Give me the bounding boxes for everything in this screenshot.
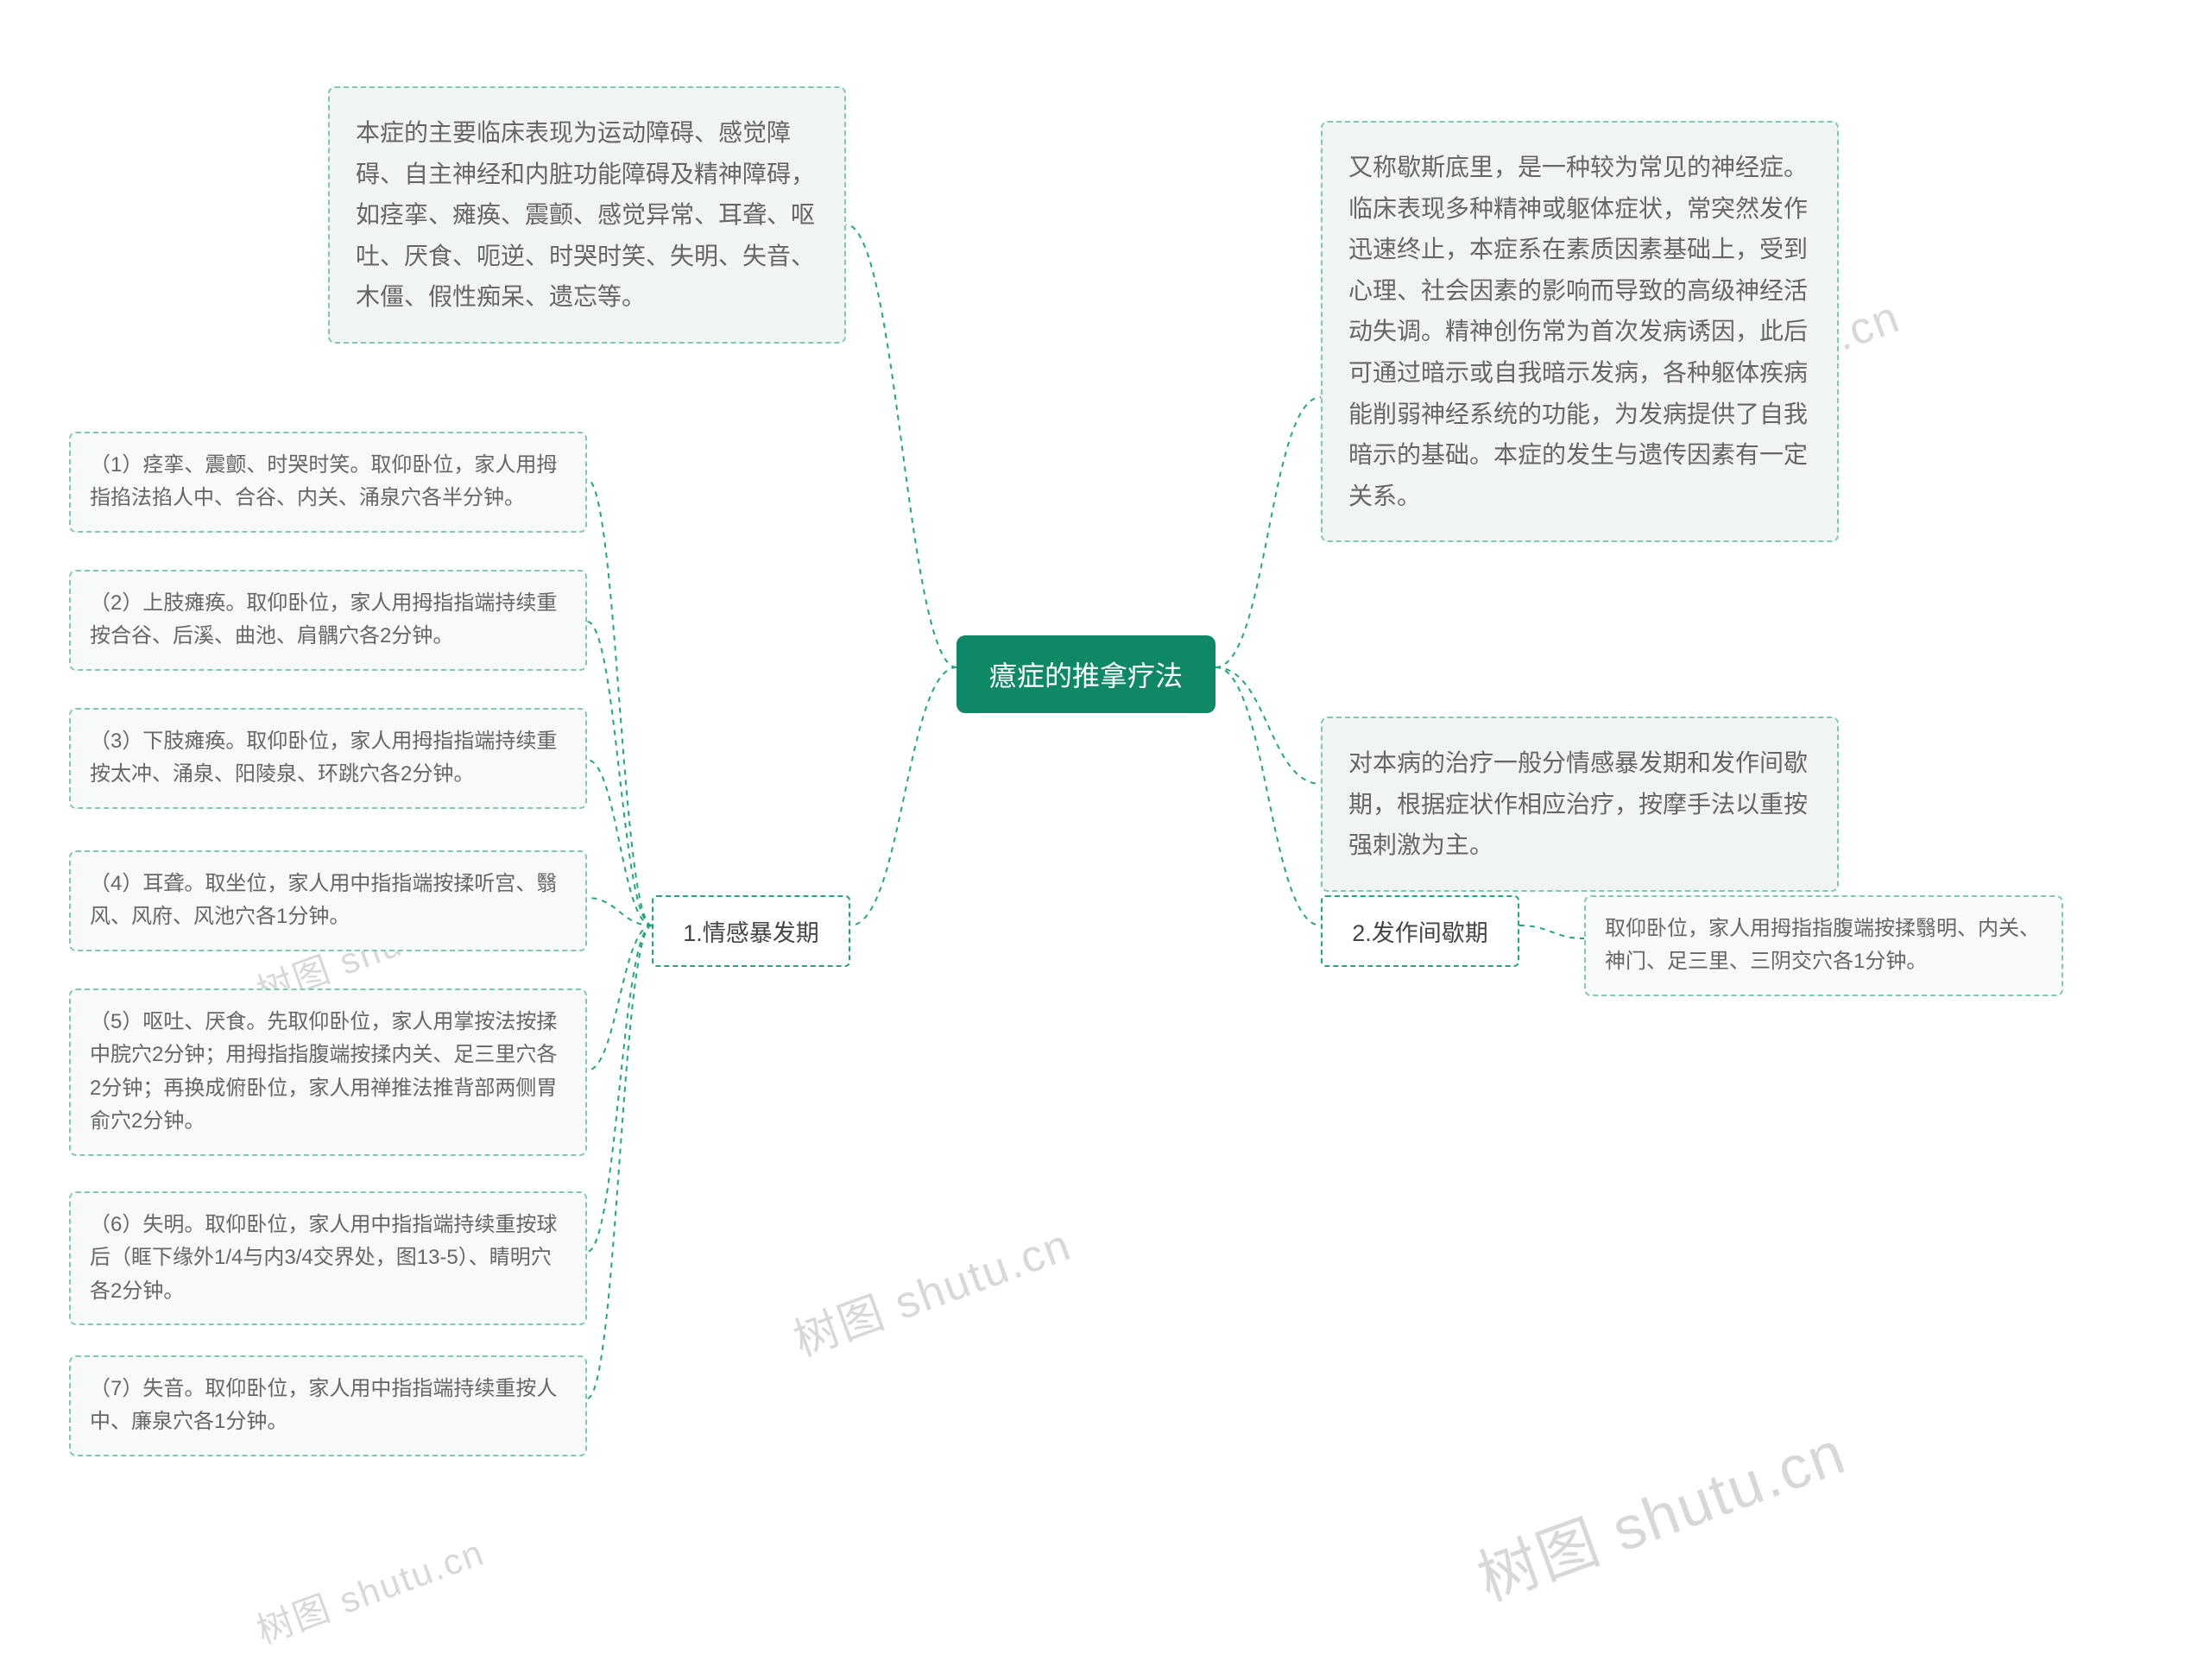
leaf-l4[interactable]: （4）耳聋。取坐位，家人用中指指端按揉听宫、翳风、风府、风池穴各1分钟。 bbox=[69, 850, 587, 951]
conn-b2-r1 bbox=[1519, 925, 1584, 938]
right-info1-text: 又称歇斯底里，是一种较为常见的神经症。临床表现多种精神或躯体症状，常突然发作迅速… bbox=[1348, 154, 1808, 509]
leaf-l1-text: （1）痉挛、震颤、时哭时笑。取仰卧位，家人用拇指掐法掐人中、合谷、内关、涌泉穴各… bbox=[90, 453, 557, 509]
watermark: 树图 shutu.cn bbox=[783, 1209, 1078, 1369]
leaf-l3[interactable]: （3）下肢瘫痪。取仰卧位，家人用拇指指端持续重按太冲、涌泉、阳陵泉、环跳穴各2分… bbox=[69, 708, 587, 809]
left-info-text: 本症的主要临床表现为运动障碍、感觉障碍、自主神经和内脏功能障碍及精神障碍，如痉挛… bbox=[356, 119, 815, 310]
branch-1[interactable]: 1.情感暴发期 bbox=[652, 895, 850, 967]
conn-root-branch1 bbox=[850, 667, 957, 925]
leaf-l2[interactable]: （2）上肢瘫痪。取仰卧位，家人用拇指指端持续重按合谷、后溪、曲池、肩髃穴各2分钟… bbox=[69, 570, 587, 671]
right-info2-box[interactable]: 对本病的治疗一般分情感暴发期和发作间歇期，根据症状作相应治疗，按摩手法以重按强刺… bbox=[1321, 717, 1839, 892]
conn-b1-l5 bbox=[587, 925, 652, 1071]
leaf-l7-text: （7）失音。取仰卧位，家人用中指指端持续重按人中、廉泉穴各1分钟。 bbox=[90, 1377, 557, 1433]
conn-root-leftinfo bbox=[846, 224, 957, 667]
leaf-r1-text: 取仰卧位，家人用拇指指腹端按揉翳明、内关、神门、足三里、三阴交穴各1分钟。 bbox=[1605, 917, 2040, 973]
conn-b1-l1 bbox=[587, 479, 652, 925]
leaf-l6[interactable]: （6）失明。取仰卧位，家人用中指指端持续重按球后（眶下缘外1/4与内3/4交界处… bbox=[69, 1191, 587, 1325]
leaf-l3-text: （3）下肢瘫痪。取仰卧位，家人用拇指指端持续重按太冲、涌泉、阳陵泉、环跳穴各2分… bbox=[90, 729, 557, 786]
branch-2-text: 2.发作间歇期 bbox=[1352, 920, 1488, 946]
watermark-text: 树图 shutu.cn bbox=[251, 1532, 489, 1652]
branch-2[interactable]: 2.发作间歇期 bbox=[1321, 895, 1519, 967]
leaf-l7[interactable]: （7）失音。取仰卧位，家人用中指指端持续重按人中、廉泉穴各1分钟。 bbox=[69, 1355, 587, 1456]
watermark: 树图 shutu.cn bbox=[1464, 1405, 1856, 1618]
right-info2-text: 对本病的治疗一般分情感暴发期和发作间歇期，根据症状作相应治疗，按摩手法以重按强刺… bbox=[1348, 749, 1808, 858]
conn-root-branch2 bbox=[1216, 667, 1321, 925]
conn-b1-l6 bbox=[587, 925, 652, 1252]
leaf-l2-text: （2）上肢瘫痪。取仰卧位，家人用拇指指端持续重按合谷、后溪、曲池、肩髃穴各2分钟… bbox=[90, 591, 557, 647]
leaf-l6-text: （6）失明。取仰卧位，家人用中指指端持续重按球后（眶下缘外1/4与内3/4交界处… bbox=[90, 1213, 557, 1303]
conn-root-rightinfo1 bbox=[1216, 397, 1321, 667]
branch-1-text: 1.情感暴发期 bbox=[683, 920, 819, 946]
conn-b1-l2 bbox=[587, 622, 652, 925]
watermark: 树图 shutu.cn bbox=[249, 1524, 491, 1655]
conn-root-rightinfo2 bbox=[1216, 667, 1321, 784]
watermark-text: 树图 shutu.cn bbox=[787, 1220, 1078, 1367]
leaf-l4-text: （4）耳聋。取坐位，家人用中指指端按揉听宫、翳风、风府、风池穴各1分钟。 bbox=[90, 872, 557, 928]
leaf-l5[interactable]: （5）呕吐、厌食。先取仰卧位，家人用掌按法按揉中脘穴2分钟；用拇指指腹端按揉内关… bbox=[69, 988, 587, 1156]
leaf-r1[interactable]: 取仰卧位，家人用拇指指腹端按揉翳明、内关、神门、足三里、三阴交穴各1分钟。 bbox=[1584, 895, 2063, 996]
left-info-box[interactable]: 本症的主要临床表现为运动障碍、感觉障碍、自主神经和内脏功能障碍及精神障碍，如痉挛… bbox=[328, 86, 846, 344]
watermark-text: 树图 shutu.cn bbox=[1469, 1418, 1854, 1614]
conn-b1-l4 bbox=[587, 898, 652, 925]
root-text: 癔症的推拿疗法 bbox=[989, 660, 1183, 692]
conn-b1-l3 bbox=[587, 760, 652, 925]
leaf-l1[interactable]: （1）痉挛、震颤、时哭时笑。取仰卧位，家人用拇指掐法掐人中、合谷、内关、涌泉穴各… bbox=[69, 432, 587, 533]
root-node[interactable]: 癔症的推拿疗法 bbox=[957, 635, 1216, 713]
leaf-l5-text: （5）呕吐、厌食。先取仰卧位，家人用掌按法按揉中脘穴2分钟；用拇指指腹端按揉内关… bbox=[90, 1010, 557, 1133]
conn-b1-l7 bbox=[587, 925, 652, 1399]
right-info1-box[interactable]: 又称歇斯底里，是一种较为常见的神经症。临床表现多种精神或躯体症状，常突然发作迅速… bbox=[1321, 121, 1839, 542]
